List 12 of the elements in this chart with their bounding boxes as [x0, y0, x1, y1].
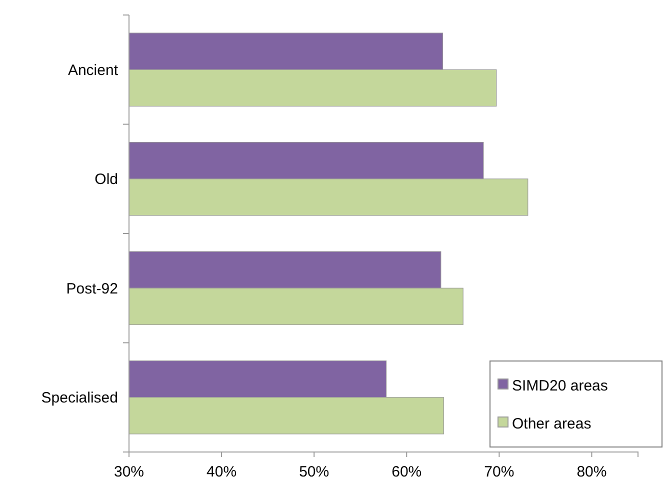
y-tick-label: Specialised [41, 390, 118, 407]
y-tick-label: Old [94, 171, 118, 188]
y-tick-label: Post-92 [66, 280, 118, 298]
x-tick-label: 40% [206, 464, 237, 480]
x-tick-label: 80% [576, 464, 607, 480]
x-tick-label: 70% [484, 464, 514, 480]
x-tick-label: 50% [299, 464, 330, 480]
y-tick-label: Ancient [68, 62, 119, 79]
legend-label: SIMD20 areas [512, 377, 608, 394]
legend-label: Other areas [512, 415, 592, 432]
x-tick-label: 60% [392, 464, 422, 480]
x-tick-label: 30% [114, 464, 144, 480]
